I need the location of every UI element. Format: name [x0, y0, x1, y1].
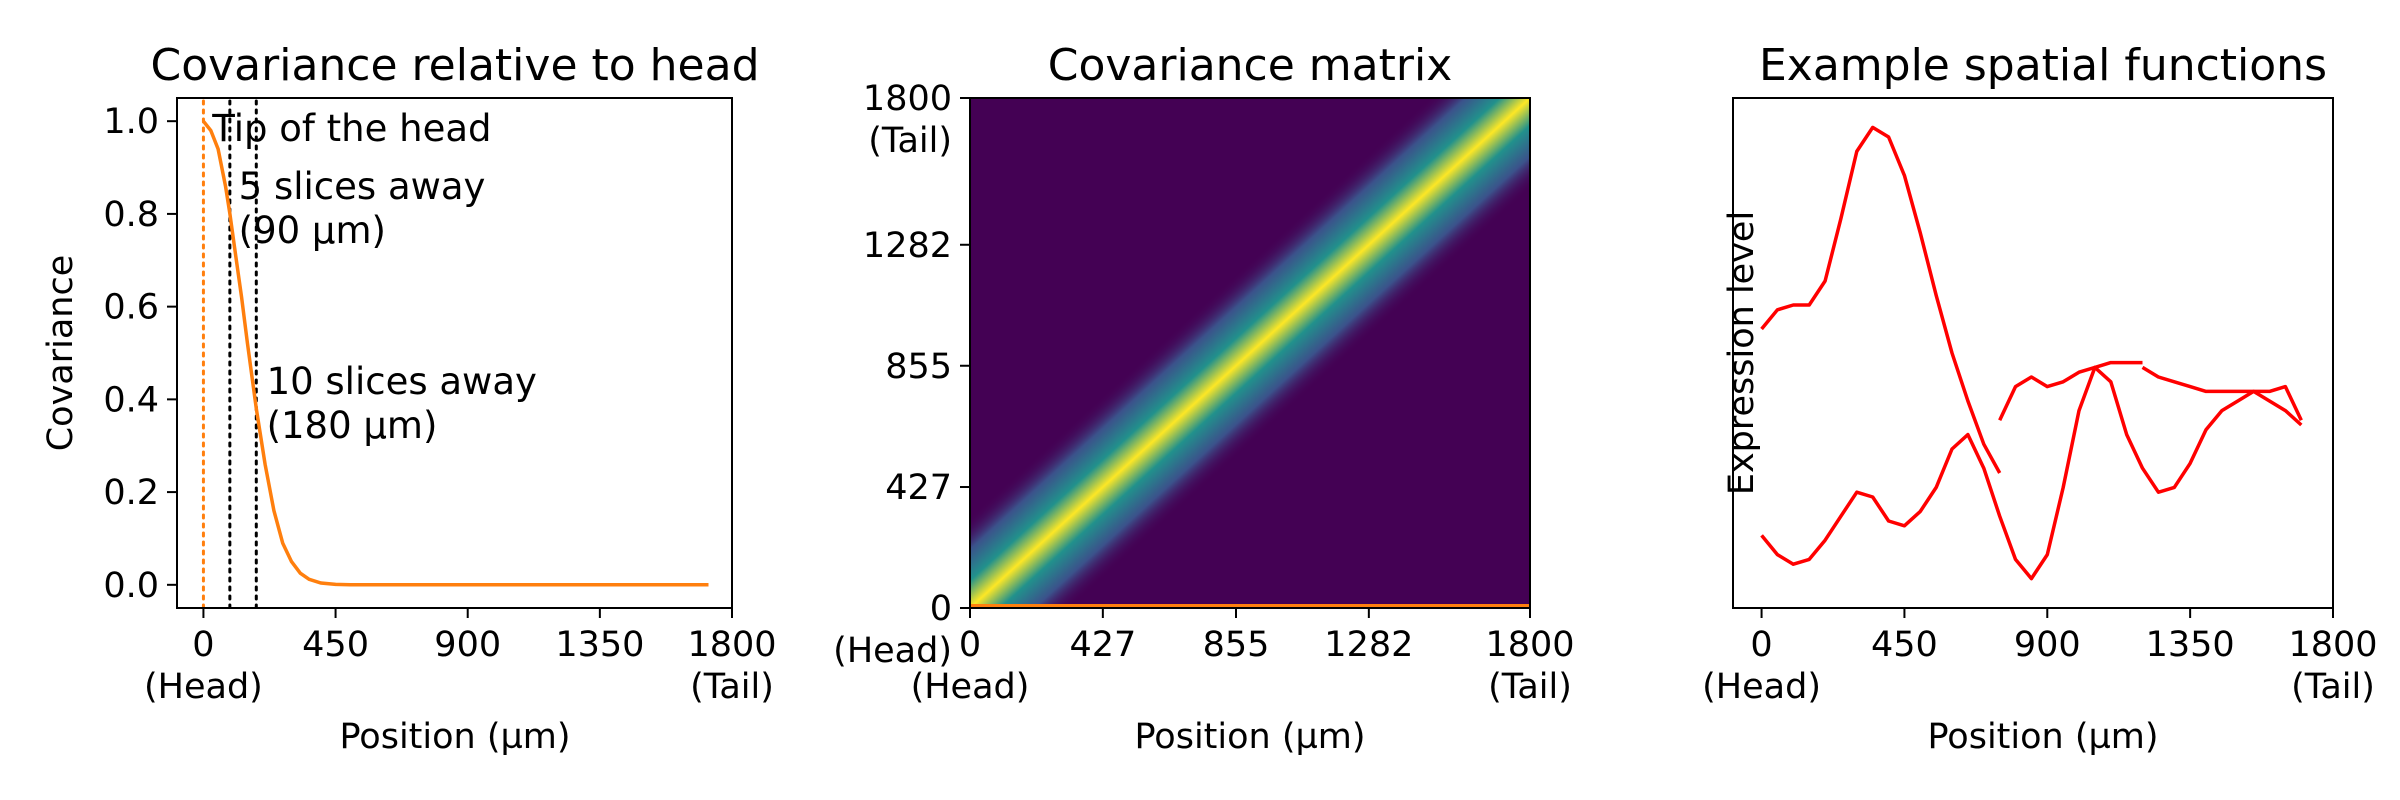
- panel-example-spatial-functions: Example spatial functions 0 (Head) 450 900 1…: [1702, 40, 2377, 757]
- panel-a-y-ticks: 0.0 0.2 0.4 0.6 0.8 1.0: [103, 102, 177, 606]
- panel-a-x-tick-label: 450: [302, 625, 369, 665]
- panel-a-y-tick-label: 0.4: [103, 380, 159, 420]
- panel-a-annotation: 5 slices away (90 µm): [239, 165, 486, 252]
- panel-b-y-tick-label: 427: [885, 468, 952, 508]
- panel-a-x-ticks: 0 (Head) 450 900 1350 1800 (Tail): [144, 608, 777, 707]
- panel-b-y-ticks: 0 (Head) 427 855 1282 1800 (Tail): [833, 79, 970, 671]
- panel-covariance-matrix: Covariance matrix 0 (Head) 427 855 1282 1800(…: [833, 40, 1575, 757]
- panel-c-axes-frame: [1732, 97, 2334, 609]
- panel-a-plot-area: [201, 98, 709, 608]
- panel-b-x-tick-label: 1282: [1324, 625, 1413, 665]
- panel-b-heatmap: [970, 98, 1530, 608]
- panel-b-heatmap-viewport: [970, 98, 1530, 608]
- panel-c-x-tick-label: 0 (Head): [1702, 625, 1821, 707]
- panel-a-y-tick-label: 0.2: [103, 473, 159, 513]
- panel-c-spatial-function-line: [2141, 365, 2303, 421]
- panel-c-x-ticks: 0 (Head) 450 900 1350 1800 (Tail): [1702, 608, 2378, 707]
- panel-a-y-axis-label: Covariance: [41, 255, 81, 452]
- panel-a-axes-frame: [176, 97, 733, 609]
- panel-c-x-tick-label: 1800 (Tail): [2288, 625, 2377, 707]
- panel-c-plot-area: [1760, 125, 2303, 581]
- panel-c-spatial-function-line: [1760, 365, 2303, 581]
- panel-b-y-tick-label: 1800 (Tail): [863, 79, 952, 161]
- panel-b-y-tick-label: 855: [885, 347, 952, 387]
- panel-c-x-tick-label: 450: [1871, 625, 1938, 665]
- panel-a-title: Covariance relative to head: [150, 40, 759, 91]
- panel-a-x-tick-label: 900: [434, 625, 501, 665]
- panel-b-y-tick-label: 0 (Head): [833, 589, 952, 671]
- panel-b-axes-frame: [969, 97, 1531, 609]
- panel-b-x-ticks: 0 (Head) 427 855 1282 1800 (Tail): [911, 608, 1575, 707]
- panel-covariance-relative: Covariance relative to head 0 (Head) 450 90…: [41, 40, 777, 757]
- panel-b-title: Covariance matrix: [1048, 40, 1453, 91]
- panel-b-x-tick-label: 1800 (Tail): [1485, 625, 1574, 707]
- panel-a-y-tick-label: 0.6: [103, 288, 159, 328]
- panel-a-y-tick-label: 0.0: [103, 566, 159, 606]
- panel-b-x-tick-label: 427: [1069, 625, 1136, 665]
- panel-a-x-tick-label: 1350: [555, 625, 644, 665]
- panel-a-clip-group: [201, 98, 709, 608]
- panel-a-y-tick-label: 1.0: [103, 102, 159, 142]
- panel-b-diagonal-band: [970, 98, 1530, 608]
- panel-c-x-tick-label: 900: [2014, 625, 2081, 665]
- panel-c-title: Example spatial functions: [1759, 40, 2327, 91]
- panel-a-x-axis-label: Position (µm): [339, 717, 570, 757]
- panel-c-spatial-function-line: [1760, 125, 2002, 474]
- panel-a-covariance-line: [202, 120, 709, 587]
- panel-b-x-tick-label: 855: [1203, 625, 1270, 665]
- panel-a-annotation: Tip of the head: [211, 107, 491, 150]
- panel-a-y-tick-label: 0.8: [103, 195, 159, 235]
- panel-a-annotation: 10 slices away (180 µm): [267, 360, 537, 447]
- panel-b-y-tick-label: 1282: [863, 226, 952, 266]
- panel-c-x-tick-label: 1350: [2146, 625, 2235, 665]
- panel-b-x-tick-label: 0 (Head): [911, 625, 1030, 707]
- panel-a-annotations: Tip of the head 5 slices away (90 µm) 10 sl…: [211, 107, 537, 447]
- panel-a-x-tick-label: 0 (Head): [144, 625, 263, 707]
- panel-c-clip-group: [1760, 125, 2303, 581]
- panel-c-y-axis-label: Expression level: [1722, 211, 1762, 495]
- panel-c-spatial-function-line: [1998, 360, 2143, 421]
- panel-a-x-tick-label: 1800 (Tail): [687, 625, 776, 707]
- panel-c-x-axis-label: Position (µm): [1927, 717, 2158, 757]
- panel-b-diagonal-band-group: [970, 98, 1530, 608]
- panel-b-x-axis-label: Position (µm): [1134, 717, 1365, 757]
